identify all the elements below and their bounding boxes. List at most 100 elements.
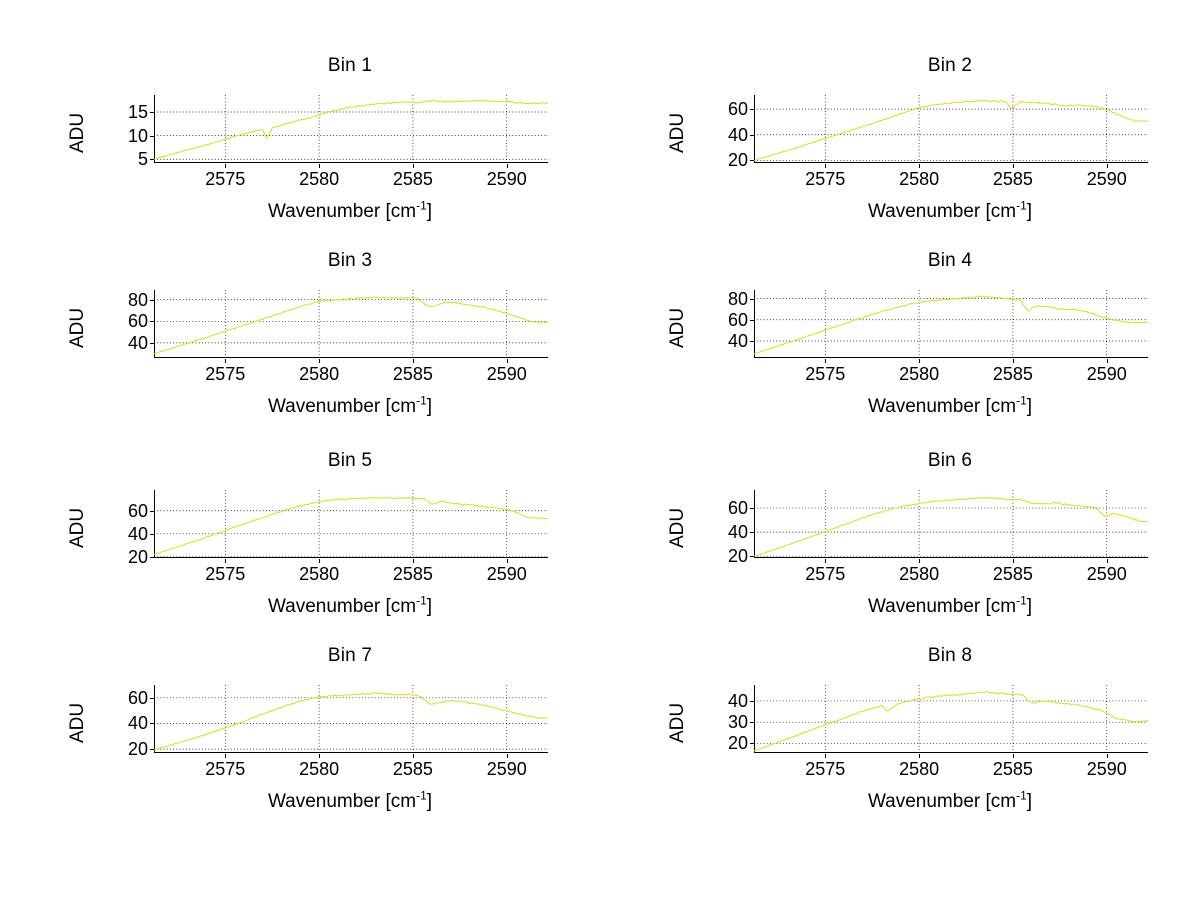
y-tick-mark [750,319,754,321]
x-tick-mark [412,164,414,168]
plot-axes [154,490,548,558]
spectrum-plot [754,490,1148,558]
x-tick-label: 2590 [1086,169,1127,189]
y-tick-label: 80 [127,289,148,310]
x-tick-mark [825,359,827,363]
x-tick-mark [919,754,921,758]
x-axis-label-text: Wavenumber [cm [867,201,1017,222]
panel-title: Bin 8 [927,645,973,666]
panel-title: Bin 6 [927,450,973,471]
x-tick-mark [1012,754,1014,758]
x-tick-mark [319,359,321,363]
y-axis-line [154,685,155,753]
x-axis-label-text: Wavenumber [cm [867,596,1017,617]
x-axis-line [754,752,1148,753]
x-axis-label-exponent: -1 [1016,593,1027,608]
y-tick-label: 40 [727,522,748,543]
y-tick-label: 10 [127,125,148,146]
x-tick-label: 2590 [486,169,527,189]
x-axis-label-bracket: ] [426,396,433,417]
y-axis-line [154,490,155,558]
x-tick-mark [225,559,227,563]
plot-axes [754,290,1148,358]
panel-title: Bin 3 [327,250,373,271]
plot-axes [754,490,1148,558]
x-axis-label-text: Wavenumber [cm [867,791,1017,812]
x-tick-label: 2585 [392,364,433,384]
x-axis-label: Wavenumber [cm-1] [50,395,650,417]
x-axis-line [754,557,1148,558]
x-tick-label: 2585 [392,169,433,189]
y-tick-mark [150,510,154,512]
spectrum-plot [154,290,548,358]
x-axis-label: Wavenumber [cm-1] [650,593,1200,617]
y-tick-mark [750,722,754,724]
panel-title: Bin 1 [327,55,373,76]
y-tick-mark [750,556,754,558]
x-tick-label: 2575 [805,169,846,189]
y-tick-label: 40 [127,332,148,353]
y-axis-label: ADU [667,112,688,153]
x-tick-mark [506,359,508,363]
x-tick-label: 2585 [992,169,1033,189]
plot-axes [754,95,1148,163]
x-tick-mark [825,164,827,168]
x-tick-mark [506,754,508,758]
spectrum-plot [154,685,548,753]
y-axis-line [754,95,755,163]
x-tick-label: 2580 [299,169,340,189]
x-tick-mark [225,754,227,758]
x-tick-label: 2590 [1086,759,1127,779]
y-tick-mark [150,342,154,344]
y-tick-mark [750,508,754,510]
x-axis-label-exponent: -1 [416,593,427,608]
x-axis-label-exponent: -1 [1016,393,1027,408]
x-axis-label-bracket: ] [1026,791,1033,812]
x-tick-mark [506,559,508,563]
y-tick-label: 40 [727,331,748,351]
y-axis-line [154,95,155,163]
y-tick-label: 60 [127,311,148,332]
spectrum-line [754,99,1148,161]
x-tick-label: 2575 [205,759,246,779]
x-tick-label: 2590 [1086,564,1127,584]
y-axis-label: ADU [667,507,688,548]
x-tick-label: 2575 [205,364,246,384]
x-axis-line [754,357,1148,358]
plot-axes [154,95,548,163]
y-axis-label: ADU [67,702,88,743]
x-tick-mark [1012,559,1014,563]
x-axis-line [154,752,548,753]
x-axis-line [754,162,1148,163]
spectrum-plot [754,685,1148,753]
x-tick-label: 2585 [992,364,1033,384]
y-tick-label: 20 [727,150,748,171]
y-tick-label: 5 [137,149,148,170]
spectrum-plot [754,95,1148,163]
x-tick-label: 2585 [392,759,433,779]
y-tick-label: 20 [727,546,748,567]
y-tick-label: 40 [127,523,148,544]
x-tick-mark [225,359,227,363]
y-tick-mark [150,723,154,725]
x-axis-label-bracket: ] [1026,201,1033,222]
x-axis-label-bracket: ] [1026,396,1033,417]
x-tick-mark [825,559,827,563]
x-axis-line [154,557,548,558]
spectrum-line [754,496,1148,557]
x-tick-label: 2580 [899,564,940,584]
y-tick-label: 20 [727,733,748,754]
x-tick-label: 2585 [392,564,433,584]
y-tick-mark [150,112,154,113]
x-tick-label: 2575 [805,759,846,779]
x-tick-label: 2575 [205,169,246,189]
x-tick-mark [506,164,508,168]
spectrum-plot [754,290,1148,358]
x-tick-label: 2580 [899,169,940,189]
x-tick-label: 2580 [299,564,340,584]
x-tick-label: 2585 [992,564,1033,584]
y-tick-mark [150,697,154,699]
spectrum-plot [154,95,548,163]
y-tick-mark [150,135,154,137]
